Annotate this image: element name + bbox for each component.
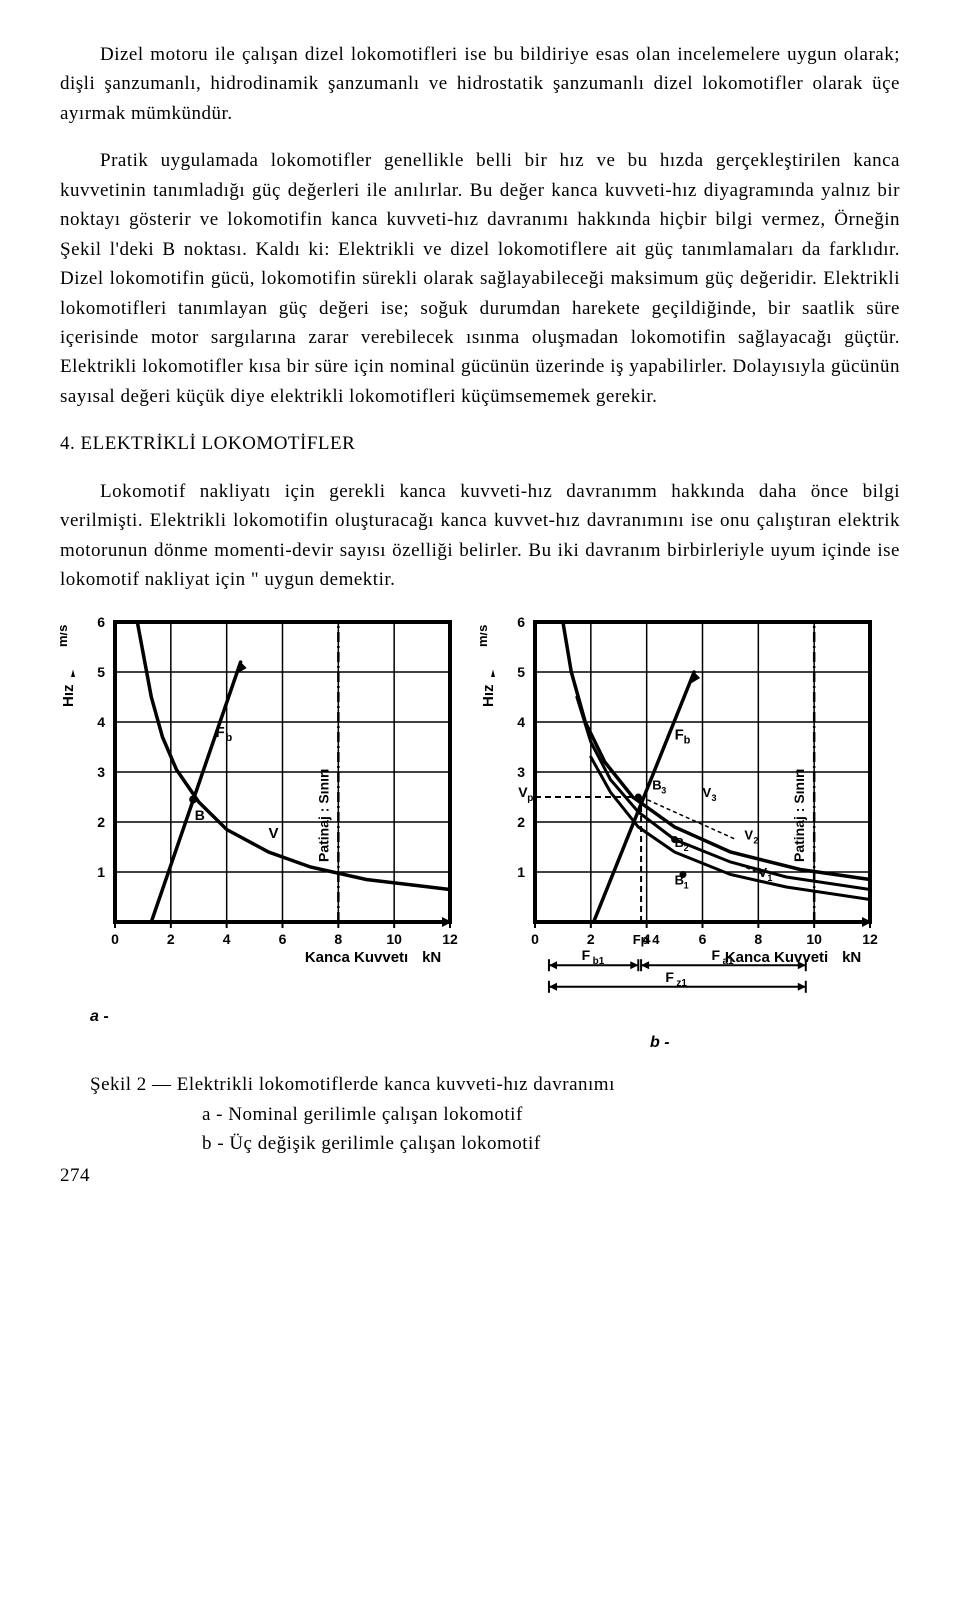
chart-a-sublabel: a -: [90, 1008, 109, 1026]
svg-text:2: 2: [753, 836, 758, 846]
caption-line-3: b - Üç değişik gerilimle çalışan lokomot…: [90, 1129, 900, 1158]
svg-text:Fp 4: Fp 4: [633, 932, 660, 947]
svg-text:5: 5: [97, 664, 105, 680]
svg-text:Kanca Kuvvetı: Kanca Kuvvetı: [305, 949, 408, 966]
svg-text:4: 4: [517, 714, 525, 730]
chart-a: 024681012123456Kanca KuvvetıkNHızm/sPati…: [60, 612, 470, 1002]
svg-text:12: 12: [862, 931, 878, 947]
svg-text:Patinaj : Sınırı: Patinaj : Sınırı: [791, 769, 807, 862]
svg-text:10: 10: [806, 931, 822, 947]
svg-text:4: 4: [97, 714, 105, 730]
svg-text:8: 8: [334, 931, 342, 947]
svg-text:Kanca Kuvveti: Kanca Kuvveti: [725, 949, 828, 966]
chart-b: 024681012123456Kanca KuvvetikNHızm/sPati…: [480, 612, 910, 1062]
svg-text:2: 2: [684, 843, 689, 853]
svg-text:5: 5: [517, 664, 525, 680]
svg-text:m/s: m/s: [60, 625, 70, 647]
svg-text:B: B: [195, 807, 205, 823]
svg-text:1: 1: [684, 881, 689, 891]
svg-text:1: 1: [97, 864, 105, 880]
svg-text:F: F: [582, 948, 591, 964]
svg-text:0: 0: [111, 931, 119, 947]
svg-text:B: B: [675, 873, 684, 888]
figure-2-charts: 024681012123456Kanca KuvvetıkNHızm/sPati…: [60, 612, 900, 1052]
paragraph-1: Dizel motoru ile çalışan dizel lokomotif…: [60, 40, 900, 128]
svg-text:B: B: [675, 835, 684, 850]
svg-text:6: 6: [517, 614, 525, 630]
svg-text:8: 8: [754, 931, 762, 947]
caption-line-1: Şekil 2 — Elektrikli lokomotiflerde kanc…: [90, 1070, 900, 1099]
svg-text:b1: b1: [593, 957, 605, 968]
svg-text:z1: z1: [676, 978, 687, 989]
svg-text:4: 4: [223, 931, 231, 947]
chart-b-sublabel: b -: [650, 1034, 670, 1052]
svg-text:6: 6: [699, 931, 707, 947]
svg-text:10: 10: [386, 931, 402, 947]
svg-text:1: 1: [767, 873, 772, 883]
svg-text:kN: kN: [842, 949, 861, 966]
svg-text:V: V: [703, 785, 712, 800]
svg-text:2: 2: [587, 931, 595, 947]
svg-text:b: b: [226, 732, 233, 744]
svg-text:6: 6: [279, 931, 287, 947]
caption-line-2: a - Nominal gerilimle çalışan lokomotif: [90, 1100, 900, 1129]
figure-2-caption: Şekil 2 — Elektrikli lokomotiflerde kanc…: [90, 1070, 900, 1158]
paragraph-2: Pratik uygulamada lokomotifler genellikl…: [60, 146, 900, 411]
svg-text:3: 3: [712, 793, 717, 803]
svg-text:6: 6: [97, 614, 105, 630]
svg-text:F: F: [665, 969, 674, 985]
svg-text:3: 3: [97, 764, 105, 780]
svg-text:3: 3: [661, 786, 666, 796]
svg-text:b: b: [684, 735, 691, 747]
svg-text:Hız: Hız: [60, 685, 77, 708]
svg-text:12: 12: [442, 931, 458, 947]
svg-text:2: 2: [167, 931, 175, 947]
svg-text:F: F: [675, 727, 684, 744]
svg-text:F: F: [711, 948, 720, 964]
svg-text:p: p: [527, 793, 533, 804]
svg-text:kN: kN: [422, 949, 441, 966]
svg-text:0: 0: [531, 931, 539, 947]
svg-text:F: F: [216, 724, 225, 741]
svg-text:m/s: m/s: [480, 625, 490, 647]
svg-text:B: B: [652, 778, 661, 793]
svg-text:V: V: [758, 865, 767, 880]
svg-text:3: 3: [517, 764, 525, 780]
svg-text:1: 1: [517, 864, 525, 880]
svg-text:Hız: Hız: [480, 685, 497, 708]
svg-text:Patinaj : Sınırı: Patinaj : Sınırı: [315, 769, 331, 862]
svg-text:2: 2: [517, 814, 525, 830]
svg-text:V: V: [269, 825, 279, 842]
page-number: 274: [60, 1165, 900, 1187]
svg-text:V: V: [744, 828, 753, 843]
section-heading-4: 4. ELEKTRİKLİ LOKOMOTİFLER: [60, 429, 900, 458]
paragraph-3: Lokomotif nakliyatı için gerekli kanca k…: [60, 477, 900, 595]
svg-text:a1: a1: [722, 957, 734, 968]
svg-text:2: 2: [97, 814, 105, 830]
